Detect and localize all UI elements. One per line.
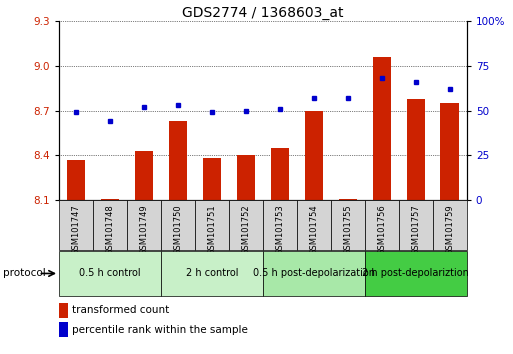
Bar xyxy=(339,199,357,200)
Bar xyxy=(372,57,391,200)
Text: GSM101756: GSM101756 xyxy=(378,204,386,255)
Bar xyxy=(305,111,323,200)
Bar xyxy=(441,103,459,200)
Bar xyxy=(263,200,297,250)
Bar xyxy=(127,200,161,250)
Bar xyxy=(59,322,68,337)
Text: GSM101747: GSM101747 xyxy=(71,204,81,255)
Bar xyxy=(229,200,263,250)
Text: 0.5 h control: 0.5 h control xyxy=(79,268,141,279)
Bar xyxy=(59,200,93,250)
Text: 2 h control: 2 h control xyxy=(186,268,238,279)
Text: GSM101749: GSM101749 xyxy=(140,204,148,255)
Bar xyxy=(263,251,365,296)
Text: GSM101759: GSM101759 xyxy=(445,204,455,255)
Text: GSM101748: GSM101748 xyxy=(106,204,114,255)
Bar xyxy=(365,251,467,296)
Bar xyxy=(169,121,187,200)
Bar xyxy=(331,200,365,250)
Text: percentile rank within the sample: percentile rank within the sample xyxy=(72,325,248,335)
Text: GSM101753: GSM101753 xyxy=(275,204,284,255)
Text: GSM101752: GSM101752 xyxy=(242,204,250,255)
Bar xyxy=(67,160,85,200)
Bar xyxy=(236,155,255,200)
Text: GSM101755: GSM101755 xyxy=(343,204,352,255)
Bar xyxy=(406,99,425,200)
Bar xyxy=(59,303,68,318)
Text: GSM101754: GSM101754 xyxy=(309,204,319,255)
Bar xyxy=(101,199,120,200)
Bar xyxy=(399,200,433,250)
Bar xyxy=(161,251,263,296)
Text: 2 h post-depolariztion: 2 h post-depolariztion xyxy=(362,268,469,279)
Text: GSM101751: GSM101751 xyxy=(207,204,216,255)
Bar xyxy=(365,200,399,250)
Text: transformed count: transformed count xyxy=(72,306,169,315)
Bar xyxy=(433,200,467,250)
Text: GSM101750: GSM101750 xyxy=(173,204,183,255)
Bar xyxy=(195,200,229,250)
Text: protocol: protocol xyxy=(3,268,45,279)
Bar xyxy=(270,148,289,200)
Title: GDS2774 / 1368603_at: GDS2774 / 1368603_at xyxy=(182,6,344,20)
Bar xyxy=(59,251,161,296)
Bar xyxy=(203,158,221,200)
Bar xyxy=(161,200,195,250)
Text: GSM101757: GSM101757 xyxy=(411,204,420,255)
Bar xyxy=(134,151,153,200)
Text: 0.5 h post-depolarization: 0.5 h post-depolarization xyxy=(253,268,375,279)
Bar xyxy=(297,200,331,250)
Bar xyxy=(93,200,127,250)
